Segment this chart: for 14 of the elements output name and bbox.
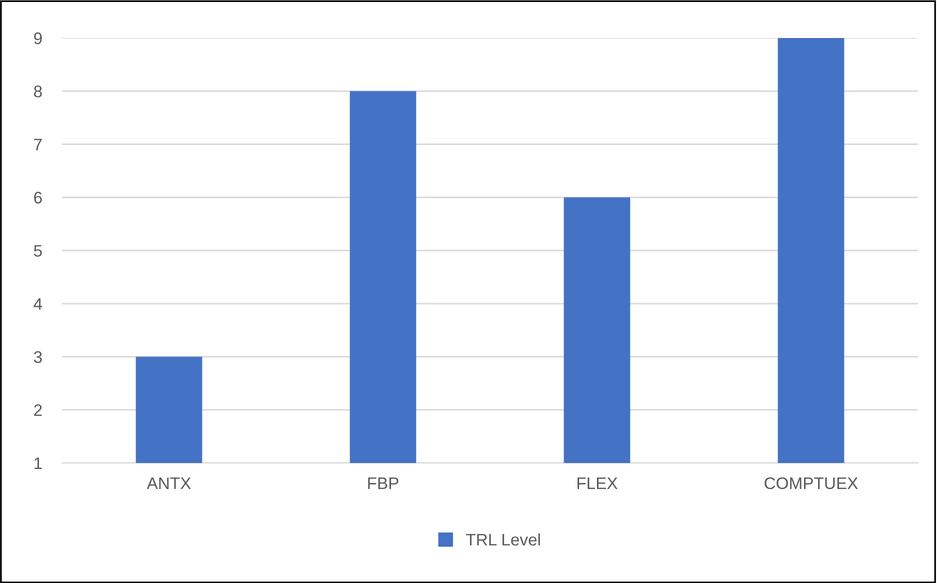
y-tick-label: 1 [34,458,42,470]
y-tick-label: 6 [34,192,42,204]
y-tick-label: 2 [34,404,42,416]
y-tick-label: 7 [34,138,42,150]
x-tick-label: FBP [368,478,398,489]
x-tick-label: FLEX [578,478,618,489]
legend-label: TRL Level [466,533,540,546]
y-tick-label: 4 [34,298,42,310]
y-tick-label: 8 [34,86,42,98]
y-tick-label: 5 [34,245,42,257]
x-tick-label: ANTX [146,478,191,489]
y-tick-label: 9 [34,32,42,44]
y-tick-label: 3 [34,351,42,363]
x-tick-label: COMPTUEX [764,477,858,490]
